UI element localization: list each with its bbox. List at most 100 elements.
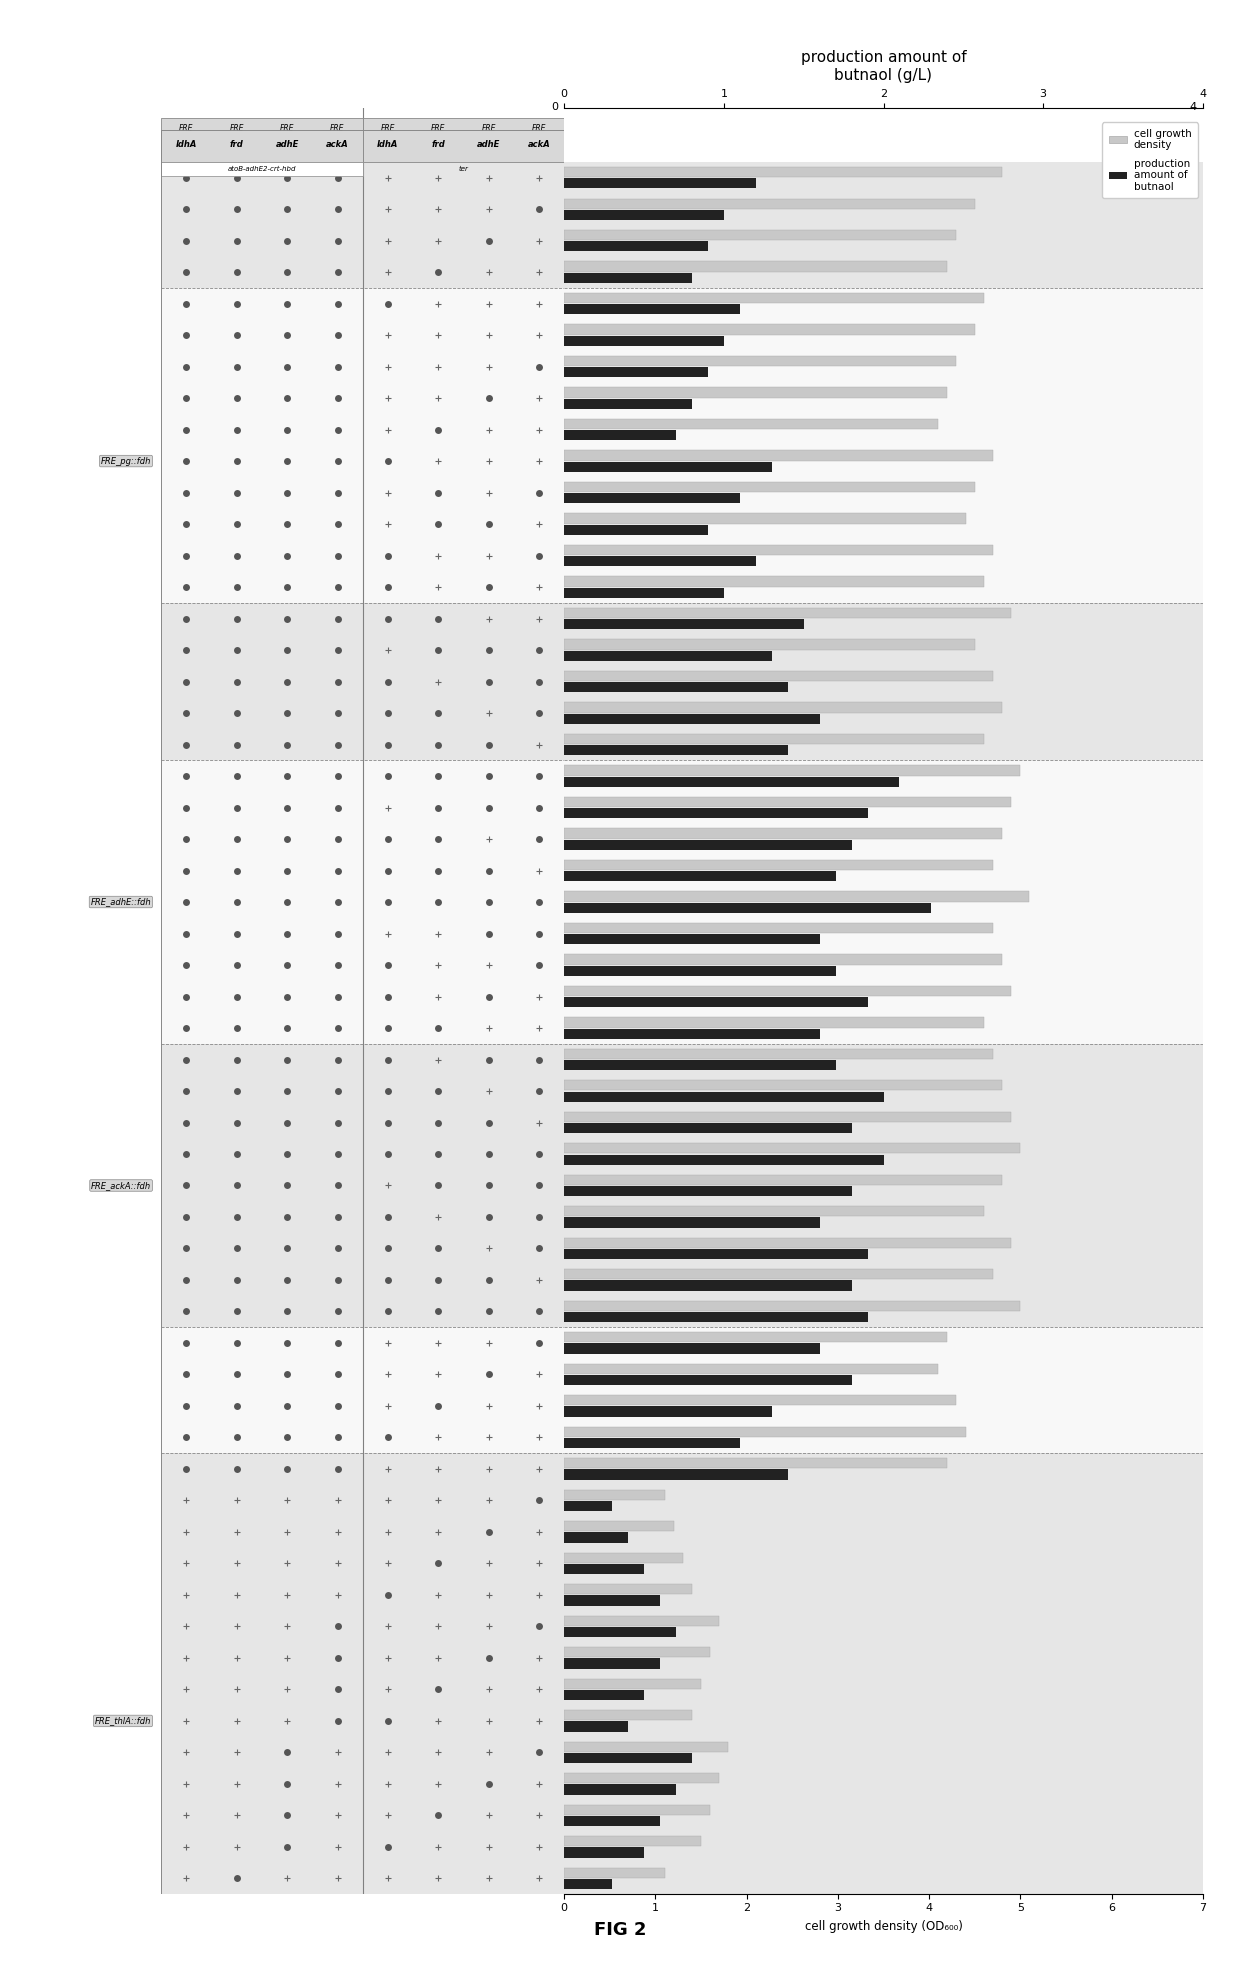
Point [327,193,347,224]
Point [227,1233,247,1264]
Text: FRE: FRE [280,124,294,134]
Bar [564,923,993,933]
Bar [564,807,868,817]
Point [428,508,448,540]
Text: FRE: FRE [381,124,396,134]
Point [176,1453,196,1485]
Point [378,823,398,855]
Bar [564,1028,820,1038]
Text: FRE_adhE::fdh: FRE_adhE::fdh [91,898,151,906]
Point [278,256,298,287]
Bar [564,1784,676,1794]
Bar [564,209,724,221]
Text: FRE_ackA::fdh: FRE_ackA::fdh [91,1181,151,1189]
Bar [564,1743,728,1752]
Point [378,1296,398,1327]
Point [176,792,196,823]
Bar [564,1774,719,1784]
Bar [564,703,1002,713]
Point [378,1705,398,1737]
Bar [564,1081,1002,1091]
Bar [564,1343,820,1353]
Text: frd: frd [432,140,445,150]
Bar [564,760,1203,1044]
Point [278,1296,298,1327]
Point [278,886,298,918]
Bar [564,1585,692,1595]
Bar [564,1327,1203,1453]
Point [176,476,196,508]
Point [327,1390,347,1422]
Bar [564,492,740,504]
Point [227,476,247,508]
Point [529,1737,549,1768]
Point [428,1390,448,1422]
Bar [161,287,564,603]
Bar [564,860,993,870]
Bar [564,1648,711,1658]
Point [428,1012,448,1044]
Bar [564,419,939,429]
Point [227,319,247,350]
Point [278,666,298,697]
Text: FRE: FRE [229,124,244,134]
Point [529,1138,549,1170]
Point [176,1359,196,1390]
Bar [564,996,868,1006]
Point [278,445,298,476]
Point [327,161,347,193]
Point [378,729,398,760]
Point [176,697,196,729]
Bar [564,1837,701,1847]
Point [378,1831,398,1863]
Bar [564,1280,852,1290]
Point [529,1075,549,1107]
Point [428,1800,448,1831]
Point [327,1296,347,1327]
Point [227,603,247,634]
Point [479,1107,498,1138]
Point [278,729,298,760]
Point [227,823,247,855]
Point [227,1327,247,1359]
Point [428,1548,448,1579]
Point [479,1201,498,1233]
Point [327,1359,347,1390]
Point [278,855,298,886]
Point [176,161,196,193]
Bar [564,161,1203,287]
Point [278,1327,298,1359]
Point [278,1012,298,1044]
Point [529,760,549,792]
Point [529,697,549,729]
Point [176,1390,196,1422]
Point [327,823,347,855]
Point [176,540,196,571]
Point [327,949,347,981]
Point [327,1453,347,1485]
Point [428,1674,448,1705]
X-axis label: cell growth density (OD₆₀₀): cell growth density (OD₆₀₀) [805,1920,962,1934]
Point [227,193,247,224]
Bar [564,199,975,209]
Point [529,1296,549,1327]
Point [278,413,298,445]
Point [278,224,298,256]
Bar [564,603,1203,760]
Point [176,445,196,476]
Point [176,760,196,792]
Bar [564,1406,771,1416]
Bar [564,303,740,315]
Point [378,540,398,571]
Point [227,918,247,949]
Legend: cell growth
density, production
amount of
butnaol: cell growth density, production amount o… [1102,122,1198,199]
Bar [161,1044,564,1327]
Bar [161,161,564,287]
Point [479,1170,498,1201]
Bar [564,1522,673,1532]
Point [278,760,298,792]
Bar [564,1270,993,1280]
Bar [564,167,1002,177]
Point [529,792,549,823]
Bar [564,1869,665,1878]
